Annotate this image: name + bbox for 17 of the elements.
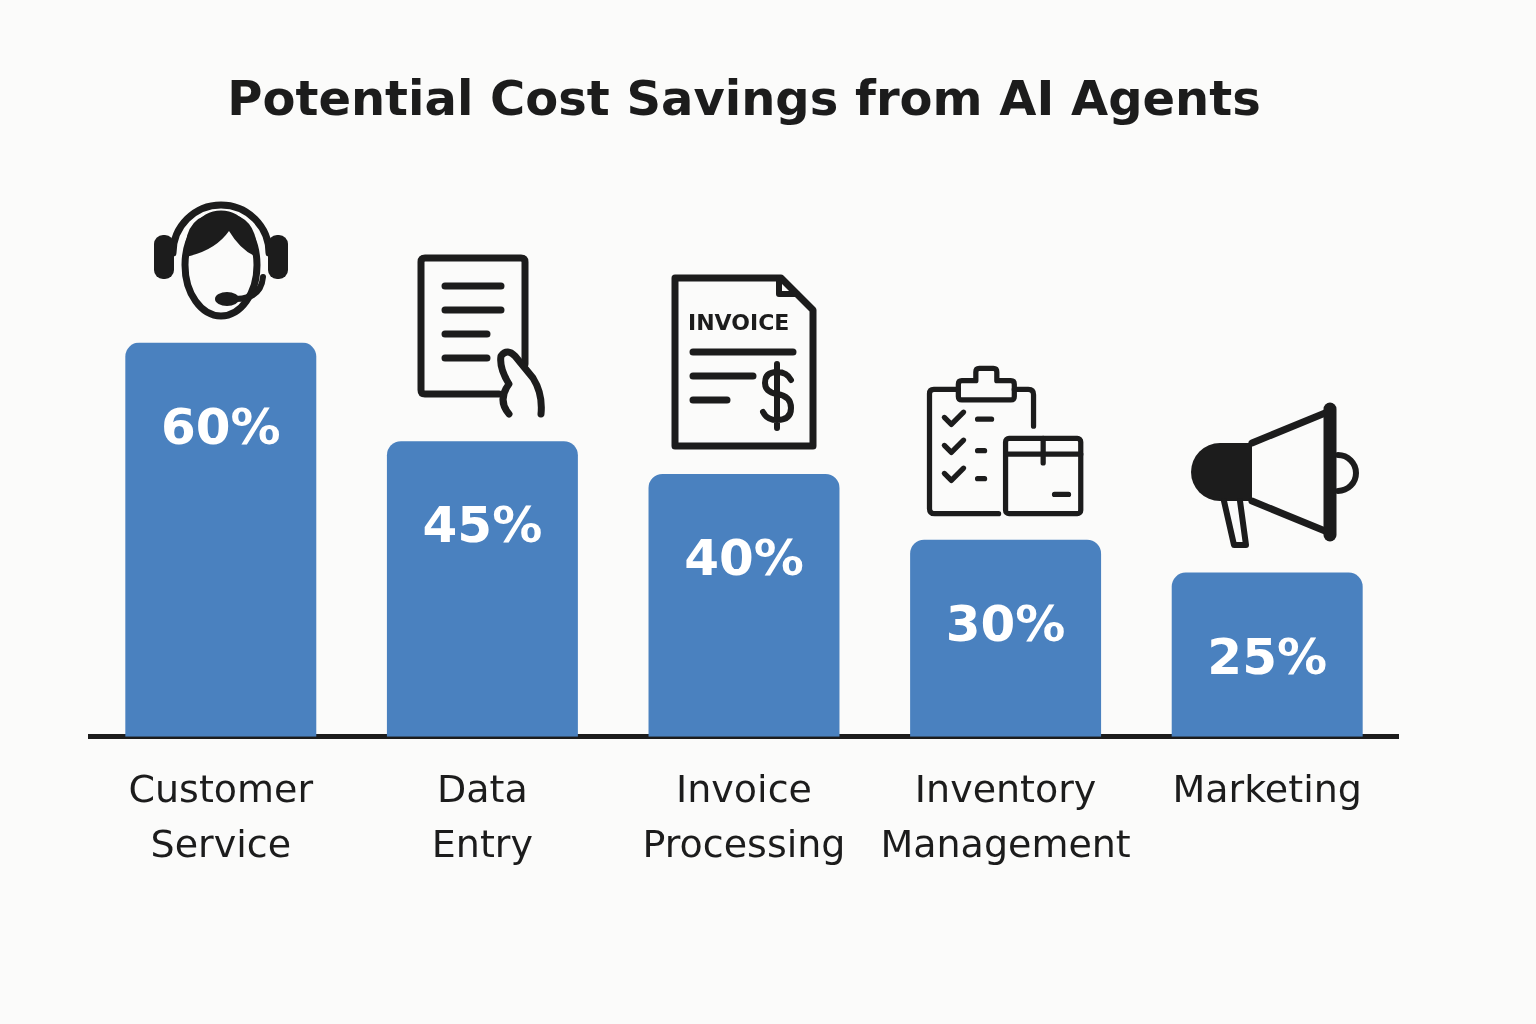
data-label: 40% bbox=[684, 528, 804, 587]
bar bbox=[125, 342, 317, 737]
x-tick-label: Data Entry bbox=[431, 767, 533, 867]
x-tick-label: Inventory Management bbox=[880, 767, 1131, 867]
chart-title: Potential Cost Savings from AI Agents bbox=[227, 70, 1261, 127]
bar bbox=[1171, 572, 1363, 737]
x-tick-label: Marketing bbox=[1172, 767, 1362, 812]
data-label: 45% bbox=[422, 496, 543, 555]
data-label: 60% bbox=[160, 397, 281, 456]
invoice-icon: INVOICE bbox=[669, 272, 819, 452]
x-tick-label: Customer Service bbox=[128, 767, 314, 867]
x-tick-label: Invoice Processing bbox=[642, 767, 846, 867]
bar bbox=[386, 441, 578, 737]
bar bbox=[910, 539, 1102, 737]
data-label: 30% bbox=[945, 594, 1066, 653]
data-label: 25% bbox=[1207, 627, 1328, 686]
bar bbox=[648, 474, 840, 737]
